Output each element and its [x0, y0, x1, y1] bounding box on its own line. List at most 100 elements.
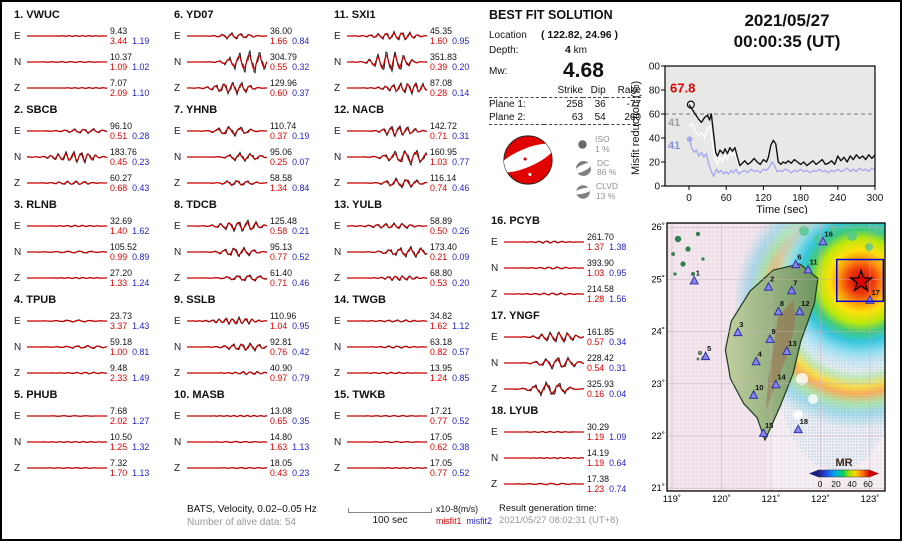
map-station-marker: 6	[790, 252, 801, 269]
channel-label: E	[491, 236, 498, 248]
misfit2-value: 0.89	[132, 252, 150, 262]
waveform-plot	[504, 266, 584, 270]
amplitude-value: 10.50	[110, 432, 133, 442]
svg-text:26˚: 26˚	[652, 222, 665, 233]
channel-label: N	[14, 436, 22, 448]
amplitude-value: 14.80	[270, 432, 293, 442]
waveform-plot	[347, 124, 427, 138]
waveform-plot	[347, 371, 427, 375]
plane2-rake: 260	[605, 111, 641, 125]
trace-row: E 17.21 0.77 0.52	[334, 403, 490, 429]
misfit1-value: 1.19	[587, 458, 605, 468]
misfit2-value: 0.43	[132, 183, 150, 193]
misfit1-value: 0.16	[587, 389, 605, 399]
plane2-strike: 63	[544, 111, 584, 125]
svg-text:7: 7	[793, 278, 797, 287]
trace-row: N 105.52 0.99 0.89	[14, 239, 170, 265]
misfit2-value: 0.20	[452, 62, 470, 72]
waveform-plot	[27, 128, 107, 135]
svg-text:121˚: 121˚	[761, 494, 780, 505]
station-title: 5. PHUB	[14, 389, 58, 401]
svg-text:14: 14	[777, 372, 786, 381]
iso-pct: 1 %	[595, 143, 610, 154]
trace-values: 32.69 1.40 1.62	[110, 216, 149, 236]
amplitude-value: 30.29	[587, 422, 610, 432]
trace-row: N 183.76 0.45 0.23	[14, 144, 170, 170]
trace-row: Z 58.58 1.34 0.84	[174, 170, 330, 196]
depth-label: Depth:	[489, 45, 519, 56]
trace-values: 13.95 1.24 0.85	[430, 363, 469, 383]
svg-text:15: 15	[765, 421, 773, 430]
amplitude-value: 59.18	[110, 337, 133, 347]
best-fit-title: BEST FIT SOLUTION	[489, 8, 613, 22]
trace-row: N 10.50 1.25 1.32	[14, 429, 170, 455]
svg-text:12: 12	[801, 299, 809, 308]
amplitude-value: 7.07	[110, 78, 128, 88]
trace-row: N 393.90 1.03 0.95	[491, 255, 647, 281]
misfit1-value: 0.50	[430, 226, 448, 236]
misfit2-value: 0.77	[452, 157, 470, 167]
trace-row: N 63.18 0.82 0.57	[334, 334, 490, 360]
channel-label: N	[174, 436, 182, 448]
trace-values: 160.95 1.03 0.77	[430, 147, 469, 167]
misfit1-value: 0.39	[430, 62, 448, 72]
waveform-plot	[504, 331, 584, 343]
footer-result-time: Result generation time: 2021/05/27 08:02…	[499, 503, 619, 527]
misfit1-value: 0.68	[110, 183, 128, 193]
svg-text:180: 180	[792, 193, 809, 204]
dc-icon	[576, 160, 591, 176]
trace-row: E 110.96 1.04 0.95	[174, 308, 330, 334]
channel-label: Z	[491, 383, 498, 395]
svg-text:4: 4	[758, 349, 763, 358]
waveform-plot	[27, 319, 107, 323]
misfit2-value: 0.84	[292, 36, 310, 46]
trace-values: 60.27 0.68 0.43	[110, 173, 149, 193]
clvd-label: CLVD	[596, 181, 619, 191]
trace-values: 92.81 0.76 0.42	[270, 337, 309, 357]
plane2-dip: 54	[583, 111, 606, 125]
misfit2-value: 0.14	[452, 88, 470, 98]
waveform-plot	[187, 49, 267, 74]
station-title: 9. SSLB	[174, 294, 216, 306]
misfit2-value: 0.31	[452, 131, 470, 141]
map-station-marker: 4	[751, 349, 763, 366]
map-station-marker: 2	[763, 275, 774, 291]
misfit2-value: 0.38	[452, 442, 470, 452]
channel-label: N	[14, 56, 22, 68]
trace-row: Z 116.14 0.74 0.46	[334, 170, 490, 196]
amplitude-value: 68.80	[430, 268, 453, 278]
svg-text:20: 20	[649, 158, 661, 169]
misfit2-value: 1.62	[132, 226, 150, 236]
misfit2-value: 0.23	[132, 157, 150, 167]
trace-values: 105.52 0.99 0.89	[110, 242, 149, 262]
clvd-icon	[576, 184, 590, 199]
svg-text:100: 100	[648, 62, 660, 73]
misfit2-value: 1.43	[132, 321, 150, 331]
amplitude-value: 105.52	[110, 242, 137, 252]
map-colorbar: MR 0 20 40 60	[809, 457, 879, 489]
misfit1-value: 2.02	[110, 416, 128, 426]
mw-label: Mw:	[489, 65, 508, 77]
svg-text:16: 16	[824, 229, 832, 238]
station-block: 16. PCYB E 261.70 1.37 1.38 N 393.90 1.03…	[491, 214, 647, 309]
trace-values: 13.08 0.65 0.35	[270, 406, 309, 426]
waveform-plot	[27, 250, 107, 254]
trace-values: 68.80 0.53 0.20	[430, 268, 469, 288]
epicenter-inset-rect	[836, 258, 885, 303]
channel-label: N	[14, 341, 22, 353]
misfit1-value: 2.33	[110, 373, 128, 383]
trace-values: 10.50 1.25 1.32	[110, 432, 149, 452]
waveform-plot	[187, 31, 267, 40]
map-station-marker: 18	[793, 417, 808, 434]
amplitude-value: 58.58	[270, 173, 293, 183]
trace-row: Z 9.48 2.33 1.49	[14, 360, 170, 386]
waveform-plot	[347, 81, 427, 96]
map-station-marker: 15	[758, 421, 773, 437]
trace-row: N 95.13 0.77 0.52	[174, 239, 330, 265]
station-block: 9. SSLB E 110.96 1.04 0.95 N 92.81 0.76 0.…	[174, 293, 330, 388]
trace-values: 7.07 2.09 1.10	[110, 78, 149, 98]
waveform-plot	[347, 149, 427, 167]
channel-label: E	[14, 125, 21, 137]
map-station-marker: 13	[782, 339, 797, 355]
misfit1-value: 1.33	[110, 278, 128, 288]
